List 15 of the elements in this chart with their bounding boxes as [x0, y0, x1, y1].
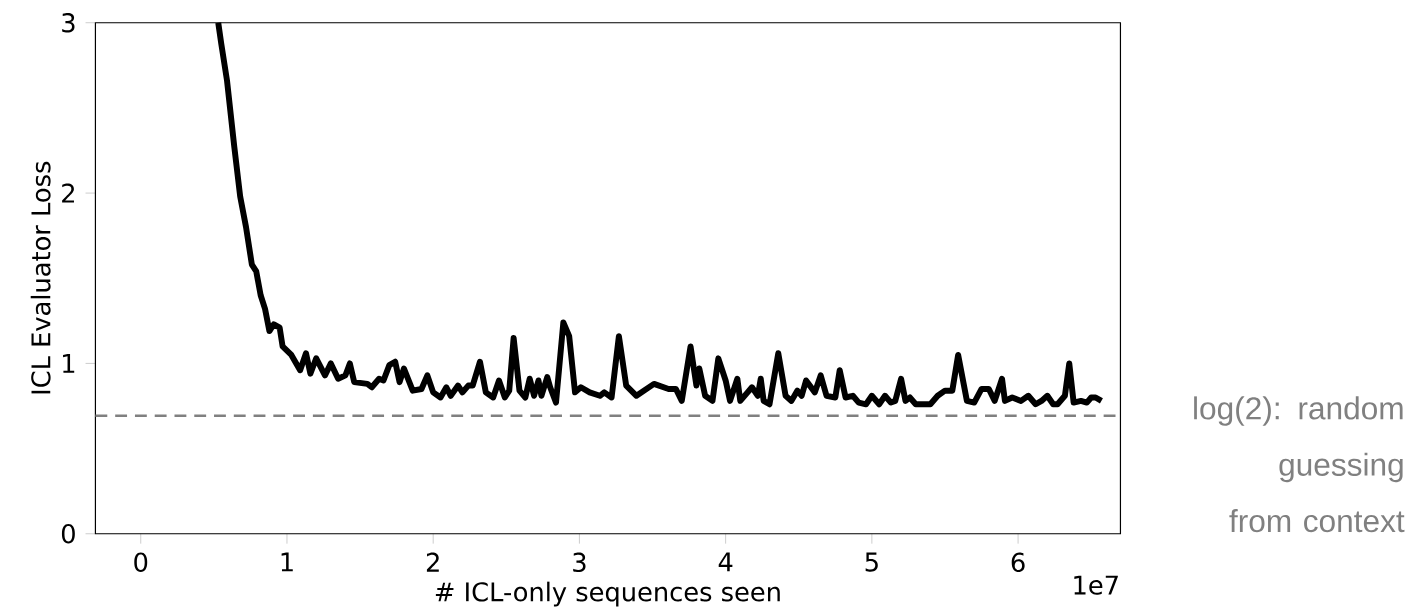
x-tick-label: 5	[865, 552, 878, 572]
y-axis-title: ICL Evaluator Loss	[30, 161, 51, 394]
x-tick-label: 1	[281, 552, 293, 572]
text: 1e7	[1074, 575, 1118, 595]
x-axis-title: # ICL-only sequences seen	[435, 581, 780, 607]
x-tick-label: 4	[718, 552, 733, 572]
x-tick-label: 6	[1011, 552, 1025, 573]
y-tick-label: 0	[61, 524, 75, 544]
y-tick-label: 2	[62, 183, 74, 203]
x-tick-label: 3	[573, 552, 586, 573]
x-tick-label: 0	[134, 552, 148, 573]
y-tick-label: 3	[62, 13, 75, 33]
y-tick-label: 1	[63, 354, 75, 373]
ref-line-label: log(2): random guessing from context	[1194, 396, 1405, 533]
x-tick-label: 2	[426, 552, 439, 572]
